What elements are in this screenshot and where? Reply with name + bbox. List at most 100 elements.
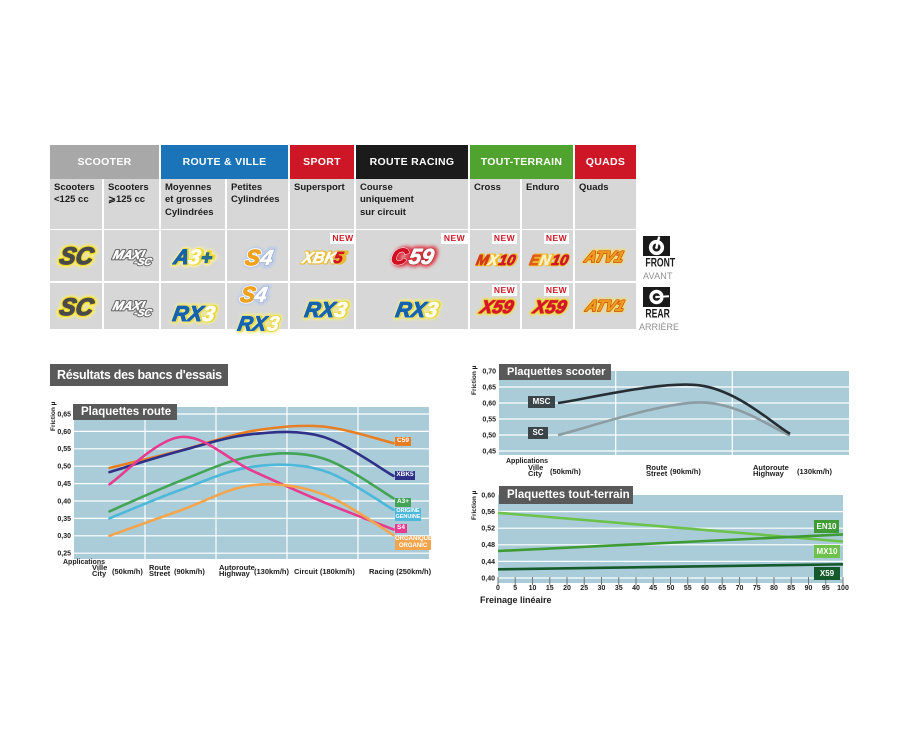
svg-text:0,50: 0,50 — [57, 464, 71, 471]
svg-text:RX: RX — [303, 298, 339, 322]
svg-text:ATV1: ATV1 — [583, 298, 627, 315]
svg-text:Friction µ: Friction µ — [471, 490, 478, 520]
svg-text:ATV1: ATV1 — [582, 249, 626, 266]
svg-text:3: 3 — [266, 312, 282, 334]
svg-text:-SC: -SC — [133, 257, 154, 268]
svg-text:3: 3 — [424, 298, 440, 322]
svg-text:RX: RX — [236, 312, 270, 334]
svg-text:RX3: RX3 — [395, 298, 441, 322]
svg-text:M: M — [475, 252, 491, 269]
svg-text:A3+: A3+ — [172, 246, 216, 269]
svg-text:0,25: 0,25 — [57, 551, 71, 558]
svg-text:4: 4 — [257, 245, 275, 270]
svg-text:4: 4 — [257, 245, 275, 270]
svg-text:-SC: -SC — [133, 308, 154, 319]
svg-text:RX: RX — [394, 298, 430, 322]
svg-text:0,45: 0,45 — [482, 448, 496, 455]
svg-text:0,56: 0,56 — [481, 509, 495, 516]
svg-text:SC: SC — [58, 243, 97, 270]
svg-text:0,65: 0,65 — [482, 384, 496, 391]
svg-text:45: 45 — [649, 585, 657, 592]
svg-text:SC: SC — [58, 294, 97, 321]
svg-text:ATV1: ATV1 — [582, 249, 626, 266]
svg-text:RX: RX — [394, 298, 430, 322]
svg-text:ATV1: ATV1 — [582, 249, 626, 266]
svg-text:10: 10 — [497, 252, 518, 269]
svg-text:S: S — [243, 245, 262, 270]
svg-text:ATV1: ATV1 — [583, 298, 627, 315]
svg-text:ATV1: ATV1 — [583, 298, 627, 315]
svg-text:RX: RX — [236, 312, 270, 334]
svg-text:S: S — [239, 284, 258, 307]
svg-text:70: 70 — [736, 585, 744, 592]
svg-text:0,48: 0,48 — [481, 542, 495, 549]
svg-text:0,52: 0,52 — [481, 526, 495, 533]
svg-text:10: 10 — [529, 585, 537, 592]
svg-text:A3+: A3+ — [172, 246, 216, 269]
svg-text:X59: X59 — [530, 296, 569, 317]
svg-text:RX: RX — [171, 302, 207, 326]
svg-text:XBK5: XBK5 — [300, 249, 348, 267]
svg-text:Friction µ: Friction µ — [471, 365, 478, 395]
svg-text:0,60: 0,60 — [482, 400, 496, 407]
svg-text:75: 75 — [753, 585, 761, 592]
svg-text:15: 15 — [546, 585, 554, 592]
svg-text:0,65: 0,65 — [57, 411, 71, 418]
svg-text:MAXI: MAXI — [111, 248, 146, 262]
svg-text:4: 4 — [252, 284, 270, 307]
svg-text:35: 35 — [615, 585, 623, 592]
svg-text:XBK: XBK — [300, 249, 340, 267]
svg-text:RX3: RX3 — [304, 298, 350, 322]
svg-text:X59: X59 — [530, 296, 569, 317]
svg-text:50: 50 — [667, 585, 675, 592]
svg-text:0,40: 0,40 — [481, 575, 495, 582]
svg-text:RX3: RX3 — [395, 298, 441, 322]
svg-text:0,35: 0,35 — [57, 516, 71, 523]
svg-text:0,55: 0,55 — [57, 446, 71, 453]
svg-text:0,45: 0,45 — [57, 481, 71, 488]
svg-text:S: S — [243, 245, 262, 270]
svg-text:0,44: 0,44 — [481, 559, 495, 566]
svg-text:RX: RX — [171, 302, 207, 326]
svg-text:60: 60 — [701, 585, 709, 592]
svg-text:S: S — [239, 284, 258, 307]
svg-text:0,50: 0,50 — [482, 432, 496, 439]
svg-text:0,70: 0,70 — [482, 368, 496, 375]
svg-text:30: 30 — [598, 585, 606, 592]
svg-text:95: 95 — [822, 585, 830, 592]
svg-text:25: 25 — [580, 585, 588, 592]
svg-text:59: 59 — [407, 244, 437, 269]
svg-text:-SC: -SC — [133, 308, 154, 319]
svg-text:C: C — [389, 244, 410, 269]
svg-text:3: 3 — [187, 246, 203, 269]
svg-text:0,40: 0,40 — [57, 498, 71, 505]
svg-text:85: 85 — [787, 585, 795, 592]
svg-text:10: 10 — [550, 252, 571, 269]
svg-text:MX10: MX10 — [475, 252, 518, 269]
svg-text:0,60: 0,60 — [481, 492, 495, 499]
svg-text:3: 3 — [201, 302, 217, 326]
svg-text:EN10: EN10 — [529, 252, 570, 269]
svg-text:C: C — [389, 244, 410, 269]
svg-text:A: A — [171, 246, 191, 269]
svg-text:Friction µ: Friction µ — [50, 401, 57, 431]
svg-text:MAXI: MAXI — [111, 248, 146, 262]
svg-text:0,30: 0,30 — [57, 533, 71, 540]
svg-text:RX: RX — [303, 298, 339, 322]
svg-text:C59: C59 — [392, 244, 437, 269]
svg-text:0: 0 — [496, 585, 500, 592]
svg-text:MAXI: MAXI — [111, 299, 146, 313]
svg-text:X59: X59 — [477, 296, 516, 317]
svg-text:SC: SC — [58, 294, 97, 321]
svg-text:40: 40 — [632, 585, 640, 592]
svg-text:RX3: RX3 — [304, 298, 350, 322]
svg-text:0,60: 0,60 — [57, 429, 71, 436]
svg-text:X59: X59 — [477, 296, 516, 317]
svg-text:20: 20 — [563, 585, 571, 592]
svg-text:RX3: RX3 — [237, 312, 281, 334]
svg-text:RX3: RX3 — [172, 302, 218, 326]
svg-text:+: + — [199, 248, 214, 269]
svg-text:80: 80 — [770, 585, 778, 592]
svg-text:3: 3 — [333, 298, 349, 322]
svg-text:SC: SC — [58, 243, 97, 270]
